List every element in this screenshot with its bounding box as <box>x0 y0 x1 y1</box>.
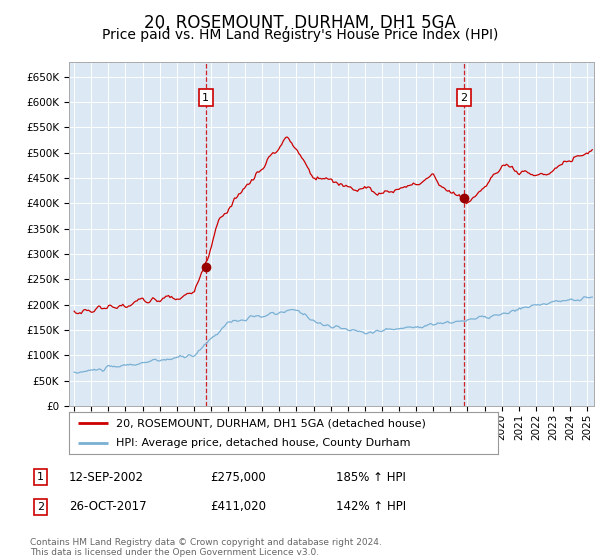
Text: Price paid vs. HM Land Registry's House Price Index (HPI): Price paid vs. HM Land Registry's House … <box>102 28 498 42</box>
Text: 20, ROSEMOUNT, DURHAM, DH1 5GA (detached house): 20, ROSEMOUNT, DURHAM, DH1 5GA (detached… <box>116 418 426 428</box>
Text: HPI: Average price, detached house, County Durham: HPI: Average price, detached house, Coun… <box>116 438 410 448</box>
Text: Contains HM Land Registry data © Crown copyright and database right 2024.
This d: Contains HM Land Registry data © Crown c… <box>30 538 382 557</box>
Text: 142% ↑ HPI: 142% ↑ HPI <box>336 500 406 514</box>
Text: £275,000: £275,000 <box>210 470 266 484</box>
Text: 12-SEP-2002: 12-SEP-2002 <box>69 470 144 484</box>
Text: 1: 1 <box>202 93 209 103</box>
Text: 1: 1 <box>37 472 44 482</box>
Text: 26-OCT-2017: 26-OCT-2017 <box>69 500 146 514</box>
Text: £411,020: £411,020 <box>210 500 266 514</box>
Text: 185% ↑ HPI: 185% ↑ HPI <box>336 470 406 484</box>
Text: 20, ROSEMOUNT, DURHAM, DH1 5GA: 20, ROSEMOUNT, DURHAM, DH1 5GA <box>144 14 456 32</box>
Text: 2: 2 <box>460 93 467 103</box>
Text: 2: 2 <box>37 502 44 512</box>
